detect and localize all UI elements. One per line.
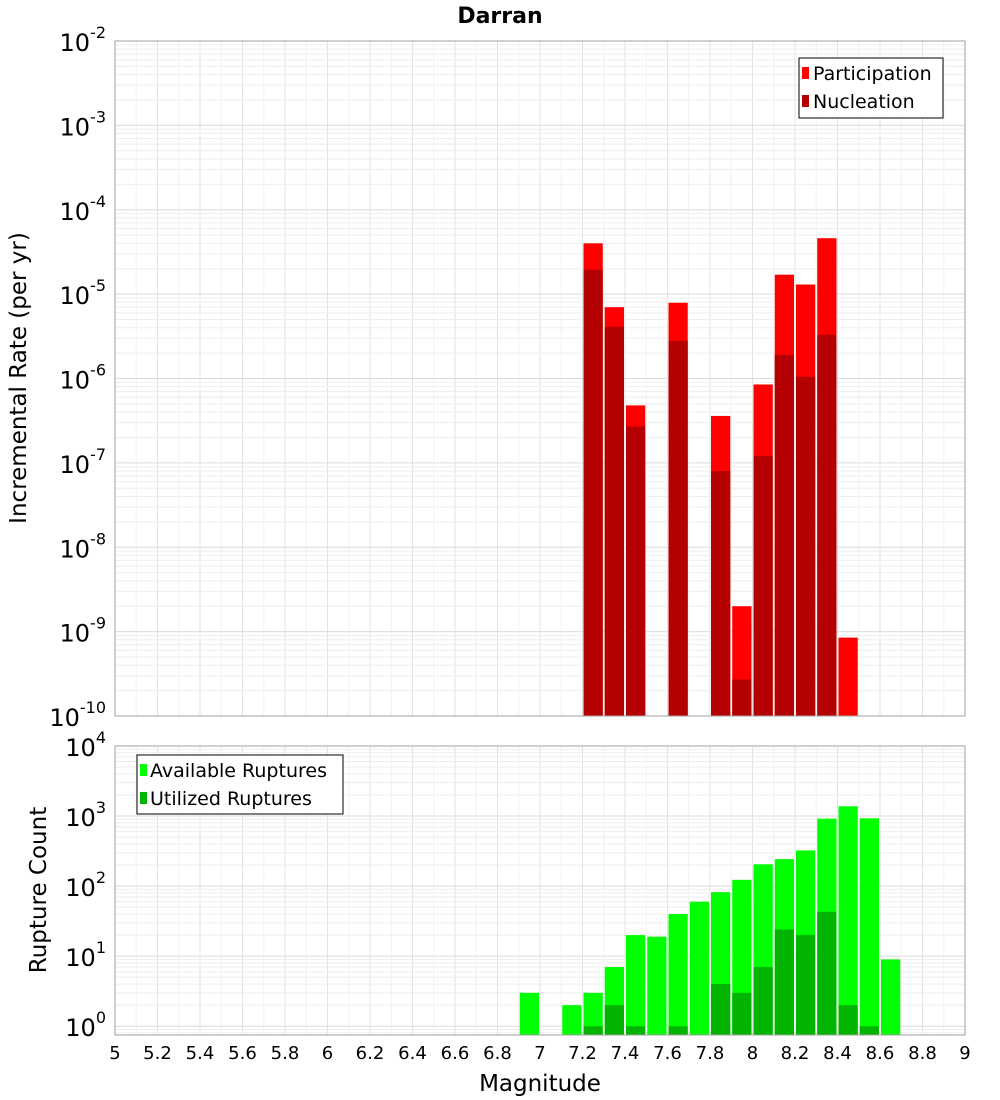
rate-bar-nucleation xyxy=(753,456,773,716)
count-y-tick-label: 104 xyxy=(65,728,106,762)
participation-legend-label: Participation xyxy=(813,63,932,85)
rate-bar-nucleation xyxy=(774,354,794,716)
rate-bar-nucleation xyxy=(583,269,603,716)
rate-bar-participation xyxy=(838,637,858,716)
count-bar-available-ruptures xyxy=(519,992,539,1035)
nucleation-legend-swatch xyxy=(802,95,809,107)
magnitude-x-tick-label: 8.8 xyxy=(908,1043,937,1064)
rate-y-tick-label: 10-9 xyxy=(60,614,107,648)
count-bar-available-ruptures xyxy=(838,806,858,1035)
utilized-legend-label: Utilized Ruptures xyxy=(150,788,312,810)
count-bar-available-ruptures xyxy=(668,914,688,1035)
count-plot-border xyxy=(114,745,966,1036)
count-y-tick-label: 102 xyxy=(65,868,106,902)
rate-plot-border xyxy=(114,40,966,717)
count-bars xyxy=(519,806,901,1035)
rate-legend: Participation Nucleation xyxy=(798,57,944,119)
count-bar-utilized-ruptures xyxy=(817,911,837,1035)
rate-y-tick-label: 10-6 xyxy=(60,361,107,395)
magnitude-x-tick-label: 8 xyxy=(747,1043,758,1064)
rate-bar-nucleation xyxy=(626,426,646,716)
rate-y-tick-label: 10-2 xyxy=(60,23,107,57)
magnitude-x-tick-label: 7.8 xyxy=(696,1043,725,1064)
magnitude-x-tick-label: 7 xyxy=(534,1043,545,1064)
participation-legend-swatch xyxy=(802,67,809,79)
count-bar-utilized-ruptures xyxy=(583,1026,603,1035)
count-panel: 100 101 102 103 104 5 5.2 5.4 5.6 5.8 6 6.2 6.4 6.6 6… xyxy=(26,728,971,1097)
magnitude-x-tick-label: 8.4 xyxy=(823,1043,852,1064)
count-bar-utilized-ruptures xyxy=(838,1005,858,1035)
count-y-ticks: 100 101 102 103 104 xyxy=(65,728,106,1042)
count-bar-utilized-ruptures xyxy=(626,1026,646,1035)
rate-legend-box xyxy=(798,57,944,119)
magnitude-x-tick-label: 8.2 xyxy=(781,1043,810,1064)
rate-bar-nucleation xyxy=(796,376,816,716)
count-legend: Available Ruptures Utilized Ruptures xyxy=(136,754,344,815)
count-bar-available-ruptures xyxy=(562,1005,582,1035)
rate-bar-nucleation xyxy=(817,334,837,716)
rate-bar-nucleation xyxy=(711,471,731,716)
available-legend-label: Available Ruptures xyxy=(150,760,327,782)
magnitude-x-tick-label: 6.8 xyxy=(483,1043,512,1064)
count-bar-utilized-ruptures xyxy=(711,984,731,1035)
magnitude-x-tick-label: 5.2 xyxy=(143,1043,172,1064)
magnitude-x-tick-label: 6 xyxy=(322,1043,333,1064)
rate-y-tick-label: 10-4 xyxy=(60,192,107,226)
magnitude-x-tick-label: 7.2 xyxy=(568,1043,597,1064)
count-bar-utilized-ruptures xyxy=(668,1026,688,1035)
count-legend-box xyxy=(136,754,344,815)
magnitude-x-tick-label: 7.4 xyxy=(611,1043,640,1064)
rate-y-tick-label: 10-10 xyxy=(49,698,106,732)
count-bar-utilized-ruptures xyxy=(753,967,773,1035)
magnitude-x-tick-label: 5.6 xyxy=(228,1043,257,1064)
count-bar-available-ruptures xyxy=(647,936,667,1035)
count-bar-utilized-ruptures xyxy=(732,992,752,1035)
count-y-axis-label: Rupture Count xyxy=(26,807,52,973)
count-bar-available-ruptures xyxy=(583,992,603,1035)
nucleation-legend-label: Nucleation xyxy=(813,91,915,113)
magnitude-x-tick-label: 6.4 xyxy=(398,1043,427,1064)
magnitude-x-tick-label: 9 xyxy=(959,1043,970,1064)
magnitude-x-tick-label: 6.6 xyxy=(441,1043,470,1064)
rate-y-tick-label: 10-3 xyxy=(60,107,107,141)
count-y-tick-label: 103 xyxy=(65,798,106,832)
magnitude-x-tick-label: 5.8 xyxy=(271,1043,300,1064)
count-bar-available-ruptures xyxy=(859,818,879,1035)
rate-y-axis-label: Incremental Rate (per yr) xyxy=(6,232,32,524)
count-bar-available-ruptures xyxy=(881,959,901,1035)
rate-gridlines xyxy=(114,41,966,717)
rate-bar-nucleation xyxy=(604,326,624,716)
rate-y-tick-label: 10-8 xyxy=(60,529,107,563)
rate-y-tick-label: 10-7 xyxy=(60,445,107,479)
rate-bar-nucleation xyxy=(732,679,752,716)
utilized-legend-swatch xyxy=(140,792,147,804)
rate-y-tick-label: 10-5 xyxy=(60,276,107,310)
magnitude-x-tick-label: 6.2 xyxy=(356,1043,385,1064)
magnitude-x-tick-label: 5 xyxy=(109,1043,120,1064)
x-axis-label: Magnitude xyxy=(479,1071,601,1097)
count-bar-utilized-ruptures xyxy=(774,929,794,1035)
available-legend-swatch xyxy=(140,764,147,776)
magnitude-x-tick-label: 7.6 xyxy=(653,1043,682,1064)
count-bar-utilized-ruptures xyxy=(796,935,816,1035)
count-y-tick-label: 101 xyxy=(65,938,106,972)
magnitude-x-ticks: 5 5.2 5.4 5.6 5.8 6 6.2 6.4 6.6 6.8 7 7.2 7.4 7.6 7.8 8… xyxy=(109,1043,970,1064)
chart-title: Darran xyxy=(457,4,542,29)
count-bar-available-ruptures xyxy=(626,935,646,1035)
rate-panel: 10-10 10-9 10-8 10-7 10-6 10-5 10-4 10-3 10-2 In… xyxy=(6,23,966,732)
count-bar-available-ruptures xyxy=(689,901,709,1035)
rate-bar-nucleation xyxy=(668,340,688,716)
magnitude-x-tick-label: 5.4 xyxy=(186,1043,215,1064)
count-bar-utilized-ruptures xyxy=(604,1005,624,1035)
rate-y-ticks: 10-10 10-9 10-8 10-7 10-6 10-5 10-4 10-3 10-2 xyxy=(49,23,106,732)
count-bar-utilized-ruptures xyxy=(859,1026,879,1035)
rate-bars xyxy=(583,238,858,717)
count-y-tick-label: 100 xyxy=(65,1008,106,1042)
magnitude-x-tick-label: 8.6 xyxy=(866,1043,895,1064)
